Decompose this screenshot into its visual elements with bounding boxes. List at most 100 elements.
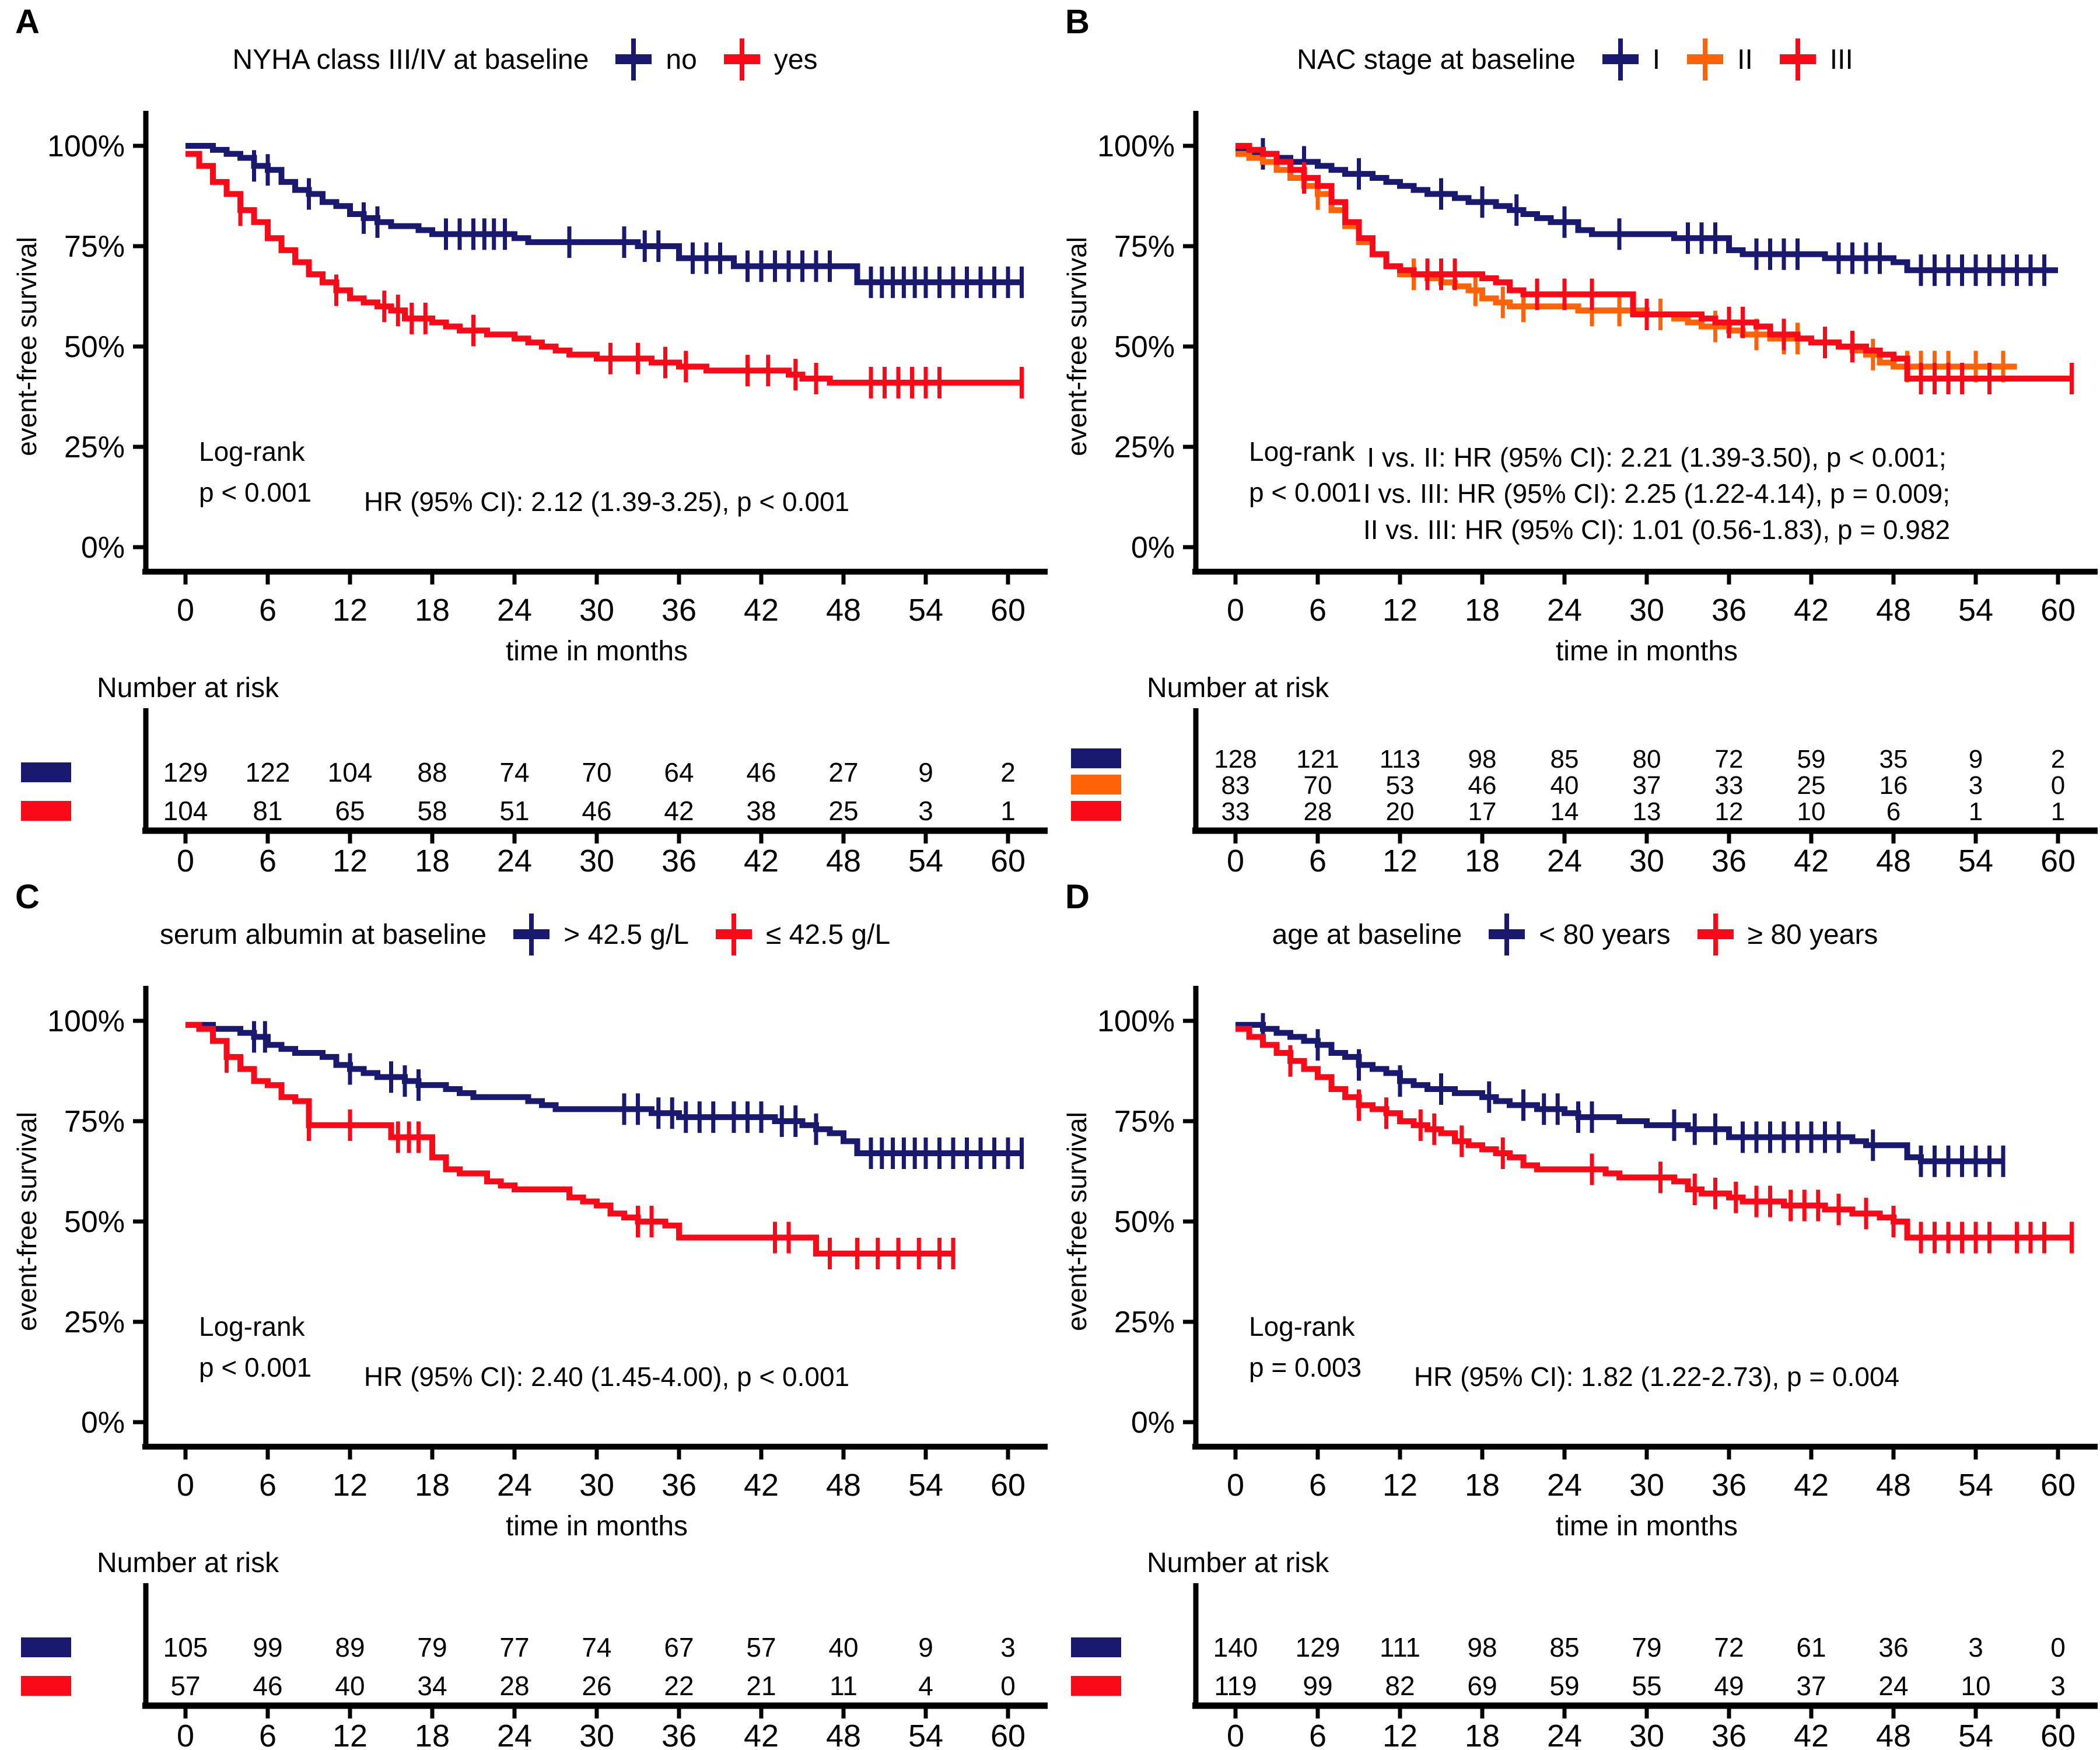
- risk-x-tick-label: 54: [908, 1718, 943, 1750]
- logrank-annotation: Log-rank: [1249, 1311, 1356, 1342]
- y-tick-label: 0%: [81, 1406, 125, 1440]
- x-tick-label: 30: [1629, 593, 1664, 628]
- risk-count: 21: [746, 1671, 776, 1701]
- legend-title: age at baseline: [1272, 919, 1462, 950]
- logrank-annotation: p = 0.003: [1249, 1352, 1362, 1382]
- y-tick-label: 50%: [1114, 1205, 1175, 1239]
- x-tick-label: 48: [826, 1468, 861, 1503]
- risk-x-tick-label: 48: [1876, 844, 1911, 875]
- risk-x-tick-label: 30: [579, 1718, 614, 1750]
- censor-plus-icon: [615, 38, 652, 80]
- km-series: [186, 150, 1024, 398]
- risk-count: 77: [499, 1632, 529, 1662]
- risk-count: 58: [417, 796, 447, 826]
- risk-count: 37: [1796, 1671, 1826, 1701]
- hr-annotation: HR (95% CI): 2.12 (1.39-3.25), p < 0.001: [364, 487, 849, 517]
- survival-curve: [1236, 1021, 2003, 1164]
- legend-items: no yes: [614, 36, 818, 83]
- y-tick-label: 75%: [1114, 1105, 1175, 1139]
- plot-legend: NAC stage at baseline I II III: [1050, 36, 2100, 83]
- x-axis-title: time in months: [1556, 636, 1738, 667]
- risk-x-tick-label: 6: [259, 844, 276, 875]
- risk-count: 81: [253, 796, 282, 826]
- risk-count: 9: [1969, 745, 1983, 774]
- legend-item: III: [1779, 36, 1853, 83]
- x-tick-label: 0: [1227, 1468, 1244, 1503]
- risk-count: 36: [1878, 1632, 1908, 1662]
- risk-row-swatch: [21, 762, 71, 782]
- y-axis-title: event-free survival: [1062, 1112, 1092, 1331]
- risk-row: 57 46 40 34 28 26 22 21 11 4 0: [21, 1671, 1016, 1701]
- km-panel-b: B NAC stage at baseline I II III 100% 75% 50…: [1050, 0, 2100, 875]
- risk-count: 25: [1797, 771, 1826, 800]
- censor-ticks: [1288, 1045, 2074, 1254]
- risk-count: 74: [582, 1632, 611, 1662]
- survival-curve: [1236, 1026, 2072, 1241]
- panel-letter: D: [1065, 878, 1090, 916]
- panel-letter: B: [1065, 3, 1090, 41]
- risk-count: 104: [163, 796, 208, 826]
- legend-title: NAC stage at baseline: [1297, 44, 1576, 75]
- km-series: [1236, 150, 2017, 383]
- risk-x-tick-label: 30: [579, 844, 614, 875]
- y-axis-title: event-free survival: [1062, 237, 1092, 456]
- annotations: Log-rank p < 0.001 HR (95% CI): 2.40 (1.45…: [199, 1311, 849, 1392]
- risk-count: 46: [746, 757, 776, 788]
- number-at-risk-label: Number at risk: [97, 673, 279, 704]
- x-tick-label: 0: [1227, 593, 1244, 628]
- risk-count: 33: [1715, 771, 1744, 800]
- logrank-annotation: Log-rank: [199, 436, 306, 467]
- risk-count: 99: [1303, 1671, 1332, 1701]
- risk-x-tick-label: 54: [1958, 1718, 1993, 1750]
- hr-annotation: II vs. III: HR (95% CI): 1.01 (0.56-1.83…: [1363, 514, 1950, 545]
- risk-row: 140 129 111 98 85 79 72 61 36 3 0: [1071, 1632, 2066, 1662]
- km-series: [1236, 143, 2074, 395]
- x-tick-label: 36: [662, 1468, 696, 1503]
- risk-x-tick-label: 48: [826, 844, 861, 875]
- x-tick-label: 0: [177, 593, 194, 628]
- risk-count: 70: [1304, 771, 1332, 800]
- risk-count: 59: [1549, 1671, 1579, 1701]
- risk-x-tick-label: 42: [744, 844, 779, 875]
- risk-x-tick-label: 54: [908, 844, 943, 875]
- risk-count: 72: [1715, 745, 1744, 774]
- risk-row: 105 99 89 79 77 74 67 57 40 9 3: [21, 1632, 1016, 1662]
- risk-count: 140: [1213, 1632, 1258, 1662]
- risk-count: 129: [163, 757, 208, 788]
- risk-count: 51: [499, 796, 529, 826]
- x-tick-label: 30: [579, 593, 614, 628]
- risk-count: 79: [417, 1632, 447, 1662]
- risk-count: 67: [664, 1632, 694, 1662]
- risk-count: 74: [499, 757, 529, 788]
- risk-x-tick-label: 30: [1629, 844, 1664, 875]
- risk-count: 22: [664, 1671, 694, 1701]
- censor-ticks: [252, 1021, 1024, 1170]
- x-tick-label: 48: [826, 593, 861, 628]
- logrank-annotation: p < 0.001: [199, 477, 312, 508]
- risk-count: 59: [1797, 745, 1826, 774]
- x-axis-title: time in months: [1556, 1511, 1738, 1542]
- plot-legend: NYHA class III/IV at baseline no yes: [0, 36, 1050, 83]
- x-tick-label: 60: [991, 593, 1026, 628]
- legend-item-label: II: [1737, 44, 1753, 75]
- risk-count: 111: [1380, 1632, 1420, 1662]
- x-tick-label: 24: [497, 593, 532, 628]
- legend-item: ≥ 80 years: [1696, 911, 1878, 958]
- x-tick-label: 24: [1547, 593, 1582, 628]
- risk-count: 119: [1214, 1671, 1256, 1701]
- x-tick-label: 42: [1794, 1468, 1829, 1503]
- risk-row: 104 81 65 58 51 46 42 38 25 3 1: [21, 796, 1016, 826]
- axes: 100% 75% 50% 25% 0% 0 6 12 18 24 30 36 42 48 54 60 time …: [12, 111, 1048, 667]
- risk-row-swatch: [21, 801, 71, 821]
- risk-row-swatch: [21, 1676, 71, 1696]
- legend-items: < 80 years ≥ 80 years: [1488, 911, 1878, 958]
- risk-x-tick-label: 12: [1382, 844, 1418, 875]
- risk-count: 35: [1880, 745, 1908, 774]
- censor-plus-icon: [723, 38, 760, 80]
- risk-count: 9: [918, 757, 933, 788]
- risk-x-tick-label: 0: [177, 1718, 194, 1750]
- risk-row-swatch: [1071, 775, 1121, 794]
- risk-count: 1: [1969, 797, 1983, 826]
- legend-title: NYHA class III/IV at baseline: [232, 44, 589, 75]
